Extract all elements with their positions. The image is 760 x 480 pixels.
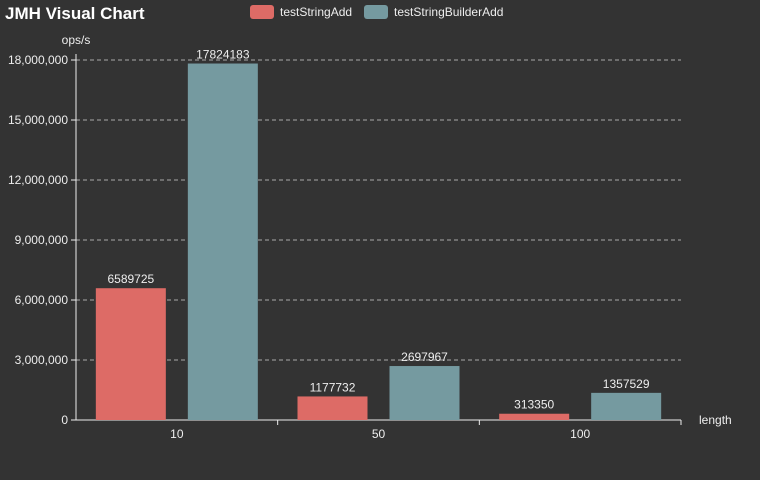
- bar-teststringadd-50: [297, 396, 368, 420]
- bar-teststringbuilderadd-10: [187, 63, 258, 421]
- data-label: 6589725: [107, 272, 154, 286]
- legend-label-teststringbuilderadd: testStringBuilderAdd: [394, 5, 504, 19]
- bar-teststringbuilderadd-50: [389, 366, 460, 420]
- x-tick-label: 10: [170, 427, 184, 441]
- x-axis-title: length: [699, 413, 732, 427]
- bar-teststringadd-10: [95, 288, 166, 420]
- y-tick-label: 18,000,000: [8, 53, 68, 67]
- data-label: 2697967: [401, 350, 448, 364]
- y-tick-label: 9,000,000: [15, 233, 69, 247]
- data-label: 1177732: [310, 380, 356, 394]
- x-tick-label: 50: [372, 427, 386, 441]
- legend-item-teststringbuilderadd[interactable]: testStringBuilderAdd: [364, 5, 503, 19]
- bar-teststringbuilderadd-100: [591, 392, 662, 420]
- legend-label-teststringadd: testStringAdd: [280, 5, 353, 19]
- legend-swatch-teststringadd: [250, 5, 274, 19]
- y-tick-label: 6,000,000: [15, 293, 69, 307]
- y-tick-label: 12,000,000: [8, 173, 68, 187]
- legend-item-teststringadd[interactable]: testStringAdd: [250, 5, 352, 19]
- y-axis-title: ops/s: [62, 33, 91, 47]
- legend: testStringAdd testStringBuilderAdd: [250, 5, 515, 19]
- data-label: 313350: [514, 398, 554, 412]
- legend-swatch-teststringbuilderadd: [364, 5, 389, 19]
- y-tick-label: 15,000,000: [8, 113, 68, 127]
- bar-teststringadd-100: [499, 413, 570, 420]
- y-tick-label: 3,000,000: [15, 353, 69, 367]
- data-label: 17824183: [196, 48, 250, 62]
- chart-title: JMH Visual Chart: [5, 4, 145, 23]
- y-tick-label: 0: [61, 413, 68, 427]
- x-tick-label: 100: [570, 427, 590, 441]
- data-label: 1357529: [603, 377, 650, 391]
